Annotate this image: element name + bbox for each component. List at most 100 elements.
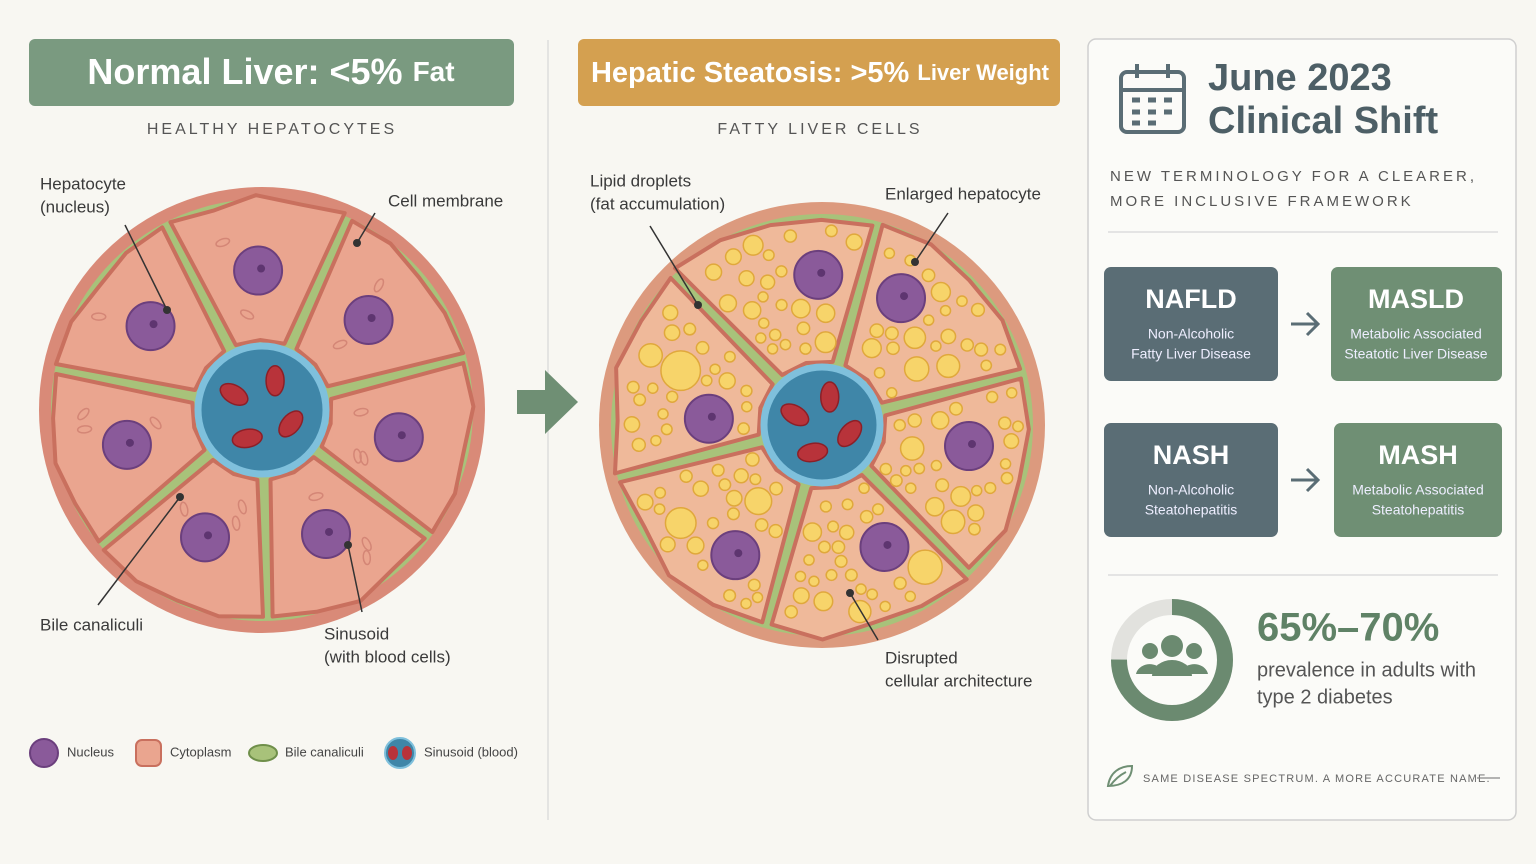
term-abbr: NASH [1153, 440, 1230, 470]
lipid-droplet [792, 587, 810, 605]
lipid-droplet [759, 274, 776, 290]
lipid-droplet [935, 478, 950, 493]
lipid-droplet [984, 481, 997, 495]
lipid-droplet [848, 599, 872, 624]
leader-dot [846, 589, 854, 597]
calendar-icon [1119, 64, 1186, 134]
lipid-droplet [790, 298, 811, 319]
lipid-droplet [711, 463, 725, 477]
term-abbr: NAFLD [1145, 284, 1236, 314]
panel-footer: SAME DISEASE SPECTRUM. A MORE ACCURATE N… [1143, 773, 1491, 785]
term-card-old [1104, 423, 1278, 537]
lipid-droplet [930, 281, 952, 303]
blood-cell [219, 382, 249, 406]
lipid-droplet [718, 478, 732, 492]
lipid-droplet [775, 298, 788, 312]
mitochondrion [215, 237, 231, 248]
lipid-droplet [768, 523, 783, 539]
lipid-droplet [873, 367, 886, 379]
donut-arc [1111, 599, 1233, 721]
mitochondrion [361, 536, 372, 552]
legend-label: Bile canaliculi [285, 744, 364, 759]
lipid-droplet [858, 482, 870, 495]
lipid-droplet [994, 343, 1007, 356]
nucleolus [967, 440, 976, 449]
lipid-droplet [724, 248, 742, 266]
lipid-droplet [742, 234, 764, 256]
lipid-droplet [755, 332, 767, 344]
lipid-droplet [869, 323, 885, 339]
lipid-droplet [922, 314, 935, 326]
lipid-droplet [740, 597, 752, 610]
lipid-droplet [960, 338, 975, 352]
term-name: Steatotic Liver Disease [1344, 346, 1487, 362]
lipid-droplet [723, 588, 737, 603]
blood-cell [278, 410, 304, 438]
cell-illustrations [39, 187, 1045, 648]
panel-subtitle: NEW TERMINOLOGY FOR A CLEARER, [1110, 168, 1477, 185]
nucleolus [367, 314, 376, 323]
lipid-droplet [799, 342, 812, 355]
term-arrow [1291, 467, 1321, 493]
lipid-droplet [893, 418, 907, 432]
lipid-droplet [784, 605, 799, 619]
nucleolus [257, 264, 266, 273]
lipid-droplet [779, 338, 792, 351]
lipid-droplet [762, 249, 775, 262]
nucleolus [883, 540, 892, 549]
legend-label: Sinusoid (blood) [424, 744, 518, 759]
lipid-droplet [623, 416, 641, 433]
lipid-droplet [903, 356, 930, 382]
mitochondrion [308, 492, 324, 502]
term-name: Metabolic Associated [1350, 326, 1482, 342]
mitochondrion [332, 339, 348, 350]
normal-subtitle: HEALTHY HEPATOCYTES [147, 121, 397, 138]
term-arrow [1291, 311, 1321, 337]
legend-swatch [29, 738, 59, 768]
nucleolus [397, 431, 406, 440]
normal-title: Normal Liver: <5% Fat [87, 51, 454, 92]
lipid-droplet [940, 328, 957, 345]
steatosis-subtitle: FATTY LIVER CELLS [717, 121, 922, 138]
lipid-droplet [745, 452, 760, 467]
nucleolus [734, 549, 743, 558]
lipid-droplet [884, 326, 899, 341]
lipid-droplet [654, 486, 667, 499]
lipid-droplet [1005, 386, 1018, 399]
lipid-droplet [939, 304, 952, 317]
lipid-droplet [974, 342, 989, 357]
lipid-droplet [725, 489, 743, 507]
leader-dot [353, 239, 361, 247]
lipid-droplet [997, 416, 1012, 430]
lipid-droplet [660, 423, 673, 436]
leader-line [649, 225, 699, 306]
lipid-droplet [1012, 420, 1024, 433]
lipid-droplet [913, 462, 926, 475]
lipid-droplet [924, 496, 945, 517]
lipid-droplet [757, 291, 769, 303]
mitochondrion [362, 549, 372, 566]
callout: Lipid droplets [590, 171, 691, 190]
lipid-droplet [769, 481, 784, 496]
legend-swatch [388, 746, 398, 760]
lipid-droplet [1003, 433, 1020, 450]
mitochondrion [353, 407, 369, 417]
lipid-droplet [737, 422, 751, 436]
lipid-droplet [899, 436, 925, 461]
lipid-droplet [740, 384, 753, 398]
term-abbr: MASH [1378, 440, 1458, 470]
leader-line [849, 592, 879, 641]
legend-label: Nucleus [67, 744, 114, 759]
term-name: Steatohepatitis [1145, 502, 1238, 518]
mitochondrion [353, 448, 362, 464]
lipid-droplet [659, 536, 676, 553]
nucleolus [125, 438, 134, 447]
lipid-droplet [815, 303, 836, 324]
lipid-droplet [653, 503, 666, 516]
lipid-droplet [766, 343, 779, 355]
lipid-droplet [855, 583, 867, 595]
leader-dot [163, 306, 171, 314]
legend-swatch [402, 746, 412, 760]
leader-dot [344, 541, 352, 549]
